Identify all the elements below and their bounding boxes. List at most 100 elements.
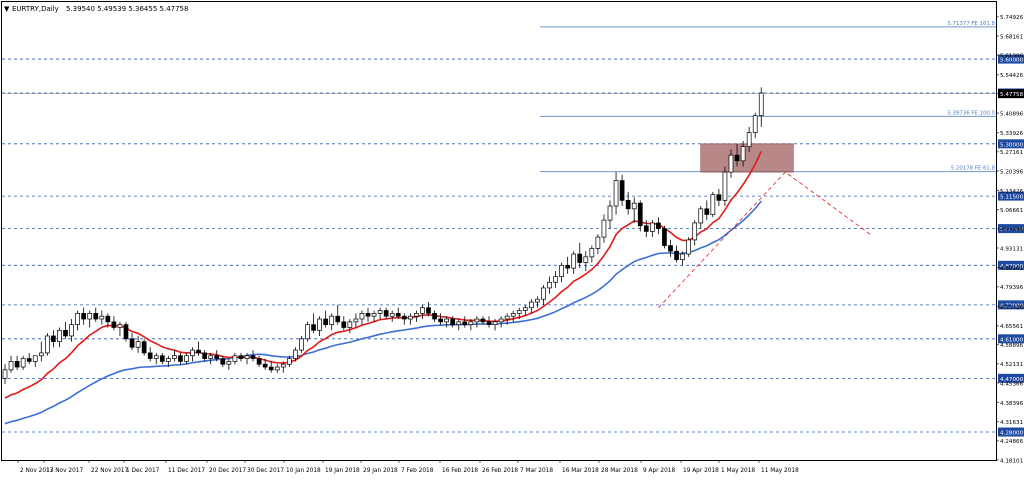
candlestick (662, 225, 667, 249)
candle-body (75, 313, 80, 326)
candle-body (589, 248, 595, 258)
candle-body (365, 313, 371, 317)
candlestick (510, 310, 516, 322)
level-price-label: 4.87000 (1000, 264, 1024, 270)
candle-body (758, 92, 764, 116)
candlestick (202, 350, 207, 362)
y-tick-label: 4.24866 (1000, 439, 1024, 445)
candle-body (238, 355, 244, 359)
candlestick (577, 242, 583, 269)
ohlc-readout: 5.39540 5.49539 5.36455 5.47758 (66, 5, 188, 13)
candlestick (238, 352, 244, 362)
candle-body (704, 208, 710, 215)
candle-body (117, 324, 123, 328)
candlestick (153, 352, 159, 365)
candle-body (38, 352, 44, 357)
candle-body (81, 313, 87, 320)
candle-body (698, 208, 704, 224)
x-tick-label: 7 Mar 2018 (520, 468, 553, 474)
candle-body (643, 225, 649, 232)
candlestick (401, 313, 407, 325)
candlestick (438, 313, 443, 325)
candlestick (686, 237, 692, 257)
level-price-label: 4.47000 (1000, 377, 1024, 383)
candle-body (498, 318, 504, 323)
ema-fast-line (4, 150, 763, 399)
candle-body (268, 366, 274, 371)
candle-body (57, 329, 62, 342)
candle-body (93, 313, 99, 320)
candle-body (87, 313, 93, 320)
candlestick (541, 285, 546, 305)
x-tick-label: 22 Nov 2017 (91, 468, 128, 474)
y-tick-label: 5.54426 (1000, 73, 1024, 79)
candlestick (141, 338, 147, 356)
x-tick-label: 26 Feb 2018 (482, 468, 518, 474)
level-price-tag (998, 139, 1024, 149)
candlestick (123, 321, 129, 342)
candle-body (553, 276, 558, 283)
candlestick (26, 352, 32, 365)
candle-body (323, 318, 328, 326)
level-price-label: 5.11500 (1000, 195, 1024, 201)
candlestick (287, 355, 292, 368)
candlestick (184, 352, 189, 365)
candlestick (426, 302, 431, 317)
candle-body (135, 341, 141, 348)
candle-body (420, 307, 425, 314)
fib-expansion-label: 5.71377 FE 161.8 (947, 21, 995, 27)
candle-body (444, 318, 449, 323)
candlestick (20, 355, 26, 370)
candle-body (129, 338, 135, 348)
candle-body (401, 315, 407, 320)
candle-body (450, 318, 456, 326)
chart-menu-icon[interactable]: ▼ (4, 5, 10, 13)
x-tick-label: 9 Apr 2018 (643, 468, 675, 474)
candlestick (317, 316, 322, 336)
candlestick (752, 112, 758, 139)
chart-header: ▼ EURTRY,Daily 5.39540 5.49539 5.36455 5… (4, 5, 188, 13)
candlestick (516, 307, 522, 320)
candle-body (26, 358, 32, 362)
candle-body (159, 355, 165, 362)
candle-body (746, 132, 752, 148)
candlestick (674, 245, 679, 263)
candlestick (395, 307, 401, 320)
candle-body (516, 310, 522, 314)
candle-body (311, 324, 316, 331)
candlestick (244, 352, 250, 365)
candle-body (722, 171, 728, 201)
candle-body (565, 264, 571, 269)
candlestick (299, 335, 304, 353)
level-price-tag (998, 191, 1024, 201)
candlestick (335, 304, 341, 325)
candle-body (613, 180, 619, 207)
candlestick (474, 316, 480, 328)
candle-body (341, 321, 347, 328)
y-tick-label: 4.99896 (1000, 227, 1024, 233)
y-tick-label: 4.45366 (1000, 381, 1024, 387)
candlestick (347, 319, 353, 334)
candle-body (20, 358, 26, 368)
candle-body (728, 154, 734, 173)
candle-body (178, 355, 183, 362)
y-tick-label: 4.58896 (1000, 343, 1024, 349)
candle-body (347, 321, 353, 328)
x-tick-label: 16 Feb 2018 (442, 468, 478, 474)
level-price-label: 5.30000 (1000, 142, 1024, 148)
candlestick (498, 316, 504, 328)
candlestick (8, 355, 14, 373)
x-tick-label: 11 Dec 2017 (168, 468, 205, 474)
candle-body (668, 245, 673, 252)
candlestick (274, 364, 280, 373)
candlestick (262, 358, 268, 370)
candlestick (456, 319, 462, 331)
candlestick (504, 313, 510, 325)
candlestick (710, 191, 716, 218)
candle-body (607, 205, 613, 221)
candle-body (190, 349, 195, 357)
candle-body (196, 349, 201, 354)
candlestick (190, 347, 195, 362)
candle-body (752, 115, 758, 133)
